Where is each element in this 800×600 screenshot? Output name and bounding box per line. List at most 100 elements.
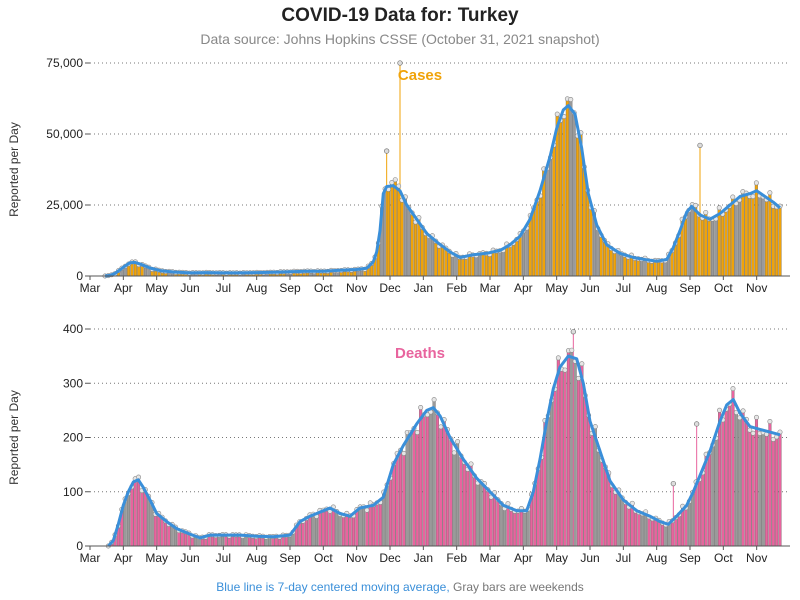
bar [365,510,369,547]
x-tick-label: Jul [216,281,231,295]
bar [328,511,332,547]
bar [435,412,439,547]
bar [559,120,563,277]
bar [390,182,394,277]
data-point [750,193,756,199]
bar [489,497,493,547]
x-tick-label: Jan [414,551,433,565]
bar [526,509,530,547]
bar [457,257,461,277]
bar [409,432,413,547]
bar [704,212,708,277]
y-tick-label: 50,000 [46,127,83,141]
data-point [364,507,370,513]
data-point [418,404,424,410]
x-tick-label: Apr [514,281,533,295]
x-tick-label: Jun [580,281,599,295]
page-title: COVID-19 Data for: Turkey [281,5,519,26]
spike-point [570,329,576,335]
bar [758,195,762,277]
data-point [750,430,756,436]
spike-point [384,148,390,154]
bar [575,135,580,277]
x-tick-label: Jul [216,551,231,565]
bar [523,511,527,547]
bar [385,484,389,547]
x-tick-label: Mar [80,281,101,295]
bar [560,369,564,547]
x-tick-label: Jan [414,281,433,295]
bar [398,450,403,547]
bar [619,253,623,277]
bar [133,478,137,547]
bar [562,116,566,277]
y-tick-label: 400 [63,322,83,336]
bar [737,199,742,277]
bar [566,350,570,547]
bar [137,476,141,547]
x-tick-label: Sep [679,551,701,565]
data-point [703,209,709,215]
y-tick-label: 300 [63,376,83,390]
bar [482,483,486,547]
bar [576,378,581,547]
bar [761,432,765,547]
x-tick-label: May [545,551,568,565]
bar [464,257,468,277]
bar [412,428,416,547]
bar [513,511,517,547]
bar [602,240,607,277]
x-tick-label: Dec [379,281,400,295]
bar [461,257,465,277]
moving-average-line [107,354,781,548]
bar [422,414,426,547]
bar [613,492,617,547]
data-point [401,450,407,456]
panel-title-deaths: Deaths [395,345,445,362]
bar [126,493,131,547]
bar [499,503,503,547]
bar [395,453,399,547]
data-point [770,436,776,442]
x-tick-label: Oct [314,551,333,565]
bar [724,209,728,277]
bar [548,157,553,277]
x-tick-label: Aug [646,281,667,295]
x-tick-label: Jun [580,551,599,565]
bar [754,417,759,547]
bar [633,258,637,277]
bar [701,472,705,547]
bar [636,258,640,277]
bar [362,506,366,547]
bar [449,438,453,547]
bar [471,254,475,277]
bar [536,468,540,547]
chart-panel-deaths: 0 100 200 300 400 Reported per Day Mar Apr May Ju… [7,322,790,565]
bar [550,400,554,547]
y-tick-label: 75,000 [46,56,83,70]
bar [452,452,456,547]
bar [599,235,603,277]
x-tick-label: Mar [480,551,501,565]
bar [481,252,485,277]
bar [572,112,576,277]
bar [494,251,499,277]
footnote-moving-average: Blue line is 7-day centered moving avera… [216,580,450,594]
bar [515,239,519,277]
bar [442,419,446,547]
bar [400,200,404,277]
bar [417,217,421,277]
bar [731,196,735,277]
bar [508,245,512,277]
bar [744,419,748,547]
bar [586,190,590,277]
bar [424,233,428,277]
bar [355,509,359,547]
x-tick-label: Oct [714,281,733,295]
x-tick-label: Feb [446,281,467,295]
bar [775,206,779,277]
bar [445,429,450,547]
bar [761,196,765,277]
bar [741,410,745,547]
bar [440,244,445,277]
